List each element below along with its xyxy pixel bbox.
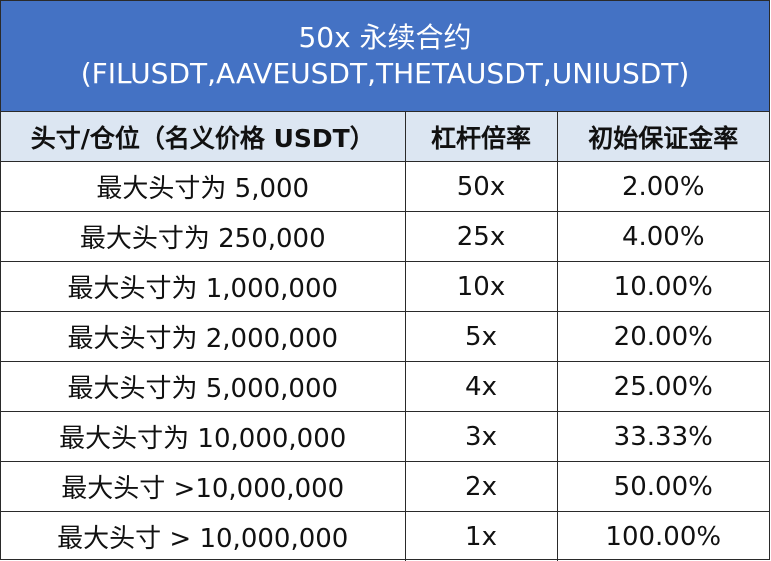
table-row: 最大头寸 > 10,000,000 1x 100.00% bbox=[1, 511, 769, 561]
leverage-tier-table: 头寸/仓位（名义价格 USDT） 杠杆倍率 初始保证金率 最大头寸为 5,000… bbox=[1, 112, 769, 561]
table-header-row: 头寸/仓位（名义价格 USDT） 杠杆倍率 初始保证金率 bbox=[1, 112, 769, 162]
contract-title: 50x 永续合约 bbox=[298, 21, 472, 54]
position-cell: 最大头寸 >10,000,000 bbox=[1, 461, 406, 512]
position-cell: 最大头寸为 5,000 bbox=[1, 161, 406, 212]
leverage-cell: 3x bbox=[404, 411, 558, 462]
leverage-cell: 50x bbox=[404, 161, 558, 212]
margin-cell: 25.00% bbox=[556, 361, 769, 412]
leverage-cell: 5x bbox=[404, 311, 558, 362]
position-cell: 最大头寸为 2,000,000 bbox=[1, 311, 406, 362]
table-row: 最大头寸为 10,000,000 3x 33.33% bbox=[1, 411, 769, 462]
margin-cell: 50.00% bbox=[556, 461, 769, 512]
title-bar: 50x 永续合约 (FILUSDT,AAVEUSDT,THETAUSDT,UNI… bbox=[1, 1, 769, 112]
margin-cell: 33.33% bbox=[556, 411, 769, 462]
position-cell: 最大头寸为 250,000 bbox=[1, 211, 406, 262]
table-row: 最大头寸为 250,000 25x 4.00% bbox=[1, 211, 769, 262]
position-cell: 最大头寸为 10,000,000 bbox=[1, 411, 406, 462]
leverage-cell: 2x bbox=[404, 461, 558, 512]
margin-cell: 2.00% bbox=[556, 161, 769, 212]
margin-cell: 10.00% bbox=[556, 261, 769, 312]
table-row: 最大头寸 >10,000,000 2x 50.00% bbox=[1, 461, 769, 512]
position-cell: 最大头寸为 1,000,000 bbox=[1, 261, 406, 312]
header-leverage: 杠杆倍率 bbox=[404, 112, 558, 162]
margin-cell: 4.00% bbox=[556, 211, 769, 262]
table-row: 最大头寸为 1,000,000 10x 10.00% bbox=[1, 261, 769, 312]
header-position: 头寸/仓位（名义价格 USDT） bbox=[1, 112, 406, 162]
table-row: 最大头寸为 2,000,000 5x 20.00% bbox=[1, 311, 769, 362]
leverage-cell: 25x bbox=[404, 211, 558, 262]
position-cell: 最大头寸为 5,000,000 bbox=[1, 361, 406, 412]
margin-cell: 20.00% bbox=[556, 311, 769, 362]
leverage-cell: 1x bbox=[404, 511, 558, 561]
header-initial-margin: 初始保证金率 bbox=[556, 112, 769, 162]
table-row: 最大头寸为 5,000 50x 2.00% bbox=[1, 161, 769, 212]
margin-cell: 100.00% bbox=[556, 511, 769, 561]
position-cell: 最大头寸 > 10,000,000 bbox=[1, 511, 406, 561]
table-row: 最大头寸为 5,000,000 4x 25.00% bbox=[1, 361, 769, 412]
leverage-cell: 4x bbox=[404, 361, 558, 412]
contract-symbols: (FILUSDT,AAVEUSDT,THETAUSDT,UNIUSDT) bbox=[80, 57, 690, 90]
leverage-cell: 10x bbox=[404, 261, 558, 312]
